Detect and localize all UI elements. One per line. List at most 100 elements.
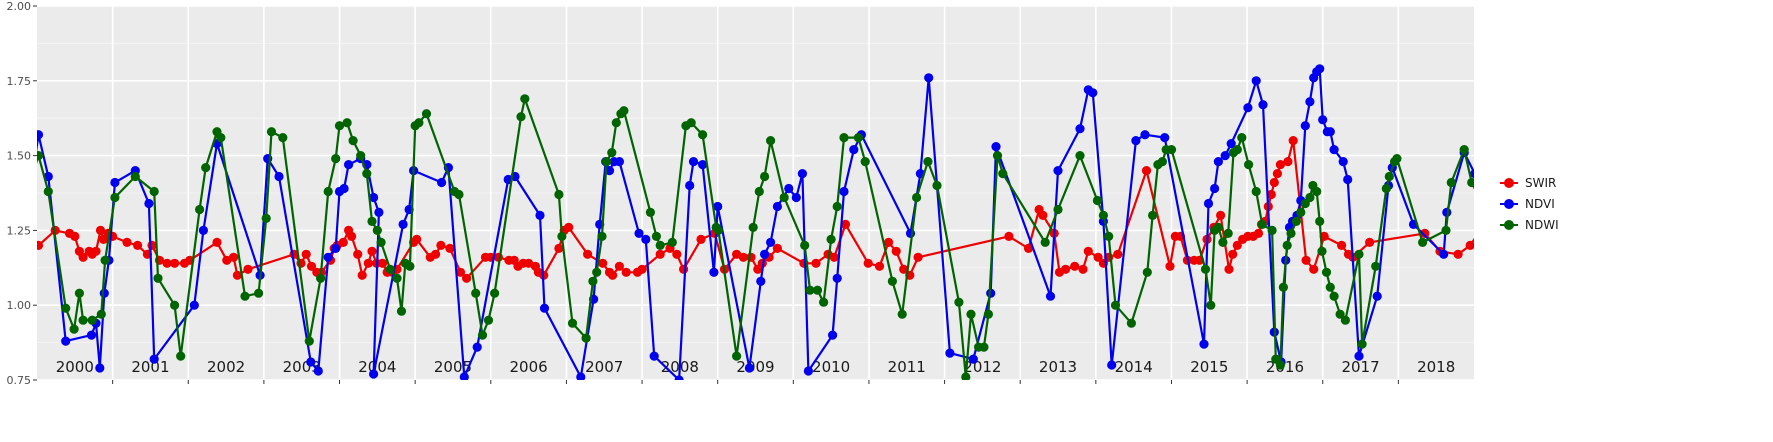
- data-point-swir: [1228, 249, 1238, 259]
- legend-label: NDWI: [1525, 218, 1559, 232]
- data-point-ndwi: [713, 225, 724, 235]
- data-point-ndvi: [1305, 97, 1315, 107]
- data-point-ndwi: [554, 189, 564, 200]
- data-point-ndwi: [385, 264, 395, 274]
- data-point-ndvi: [144, 198, 154, 209]
- data-point-ndwi: [1340, 315, 1350, 325]
- data-point-ndwi: [1329, 291, 1339, 301]
- data-point-ndvi: [1354, 351, 1364, 361]
- data-point-ndwi: [1513, 214, 1522, 223]
- data-point-ndvi: [535, 210, 545, 220]
- data-point-ndwi: [1325, 282, 1335, 292]
- data-point-ndwi: [1244, 160, 1254, 170]
- data-point-ndwi: [1392, 154, 1402, 164]
- data-point-swir: [1465, 240, 1474, 250]
- data-point-ndwi: [87, 315, 97, 325]
- data-point-ndwi: [331, 154, 341, 164]
- data-point-ndwi: [557, 231, 567, 241]
- data-point-swir: [621, 267, 631, 277]
- data-point-ndvi: [369, 192, 379, 203]
- data-point-ndwi: [367, 216, 377, 226]
- data-point-swir: [1480, 220, 1489, 229]
- data-point-swir: [1288, 136, 1298, 146]
- data-point-swir: [1224, 264, 1234, 274]
- data-point-ndwi: [376, 237, 386, 247]
- data-point-swir: [583, 249, 593, 259]
- data-point-ndvi: [1045, 291, 1056, 301]
- data-point-ndwi: [1251, 186, 1261, 197]
- data-point-swir: [884, 237, 894, 247]
- data-point-ndwi: [421, 109, 432, 119]
- data-point-ndvi: [803, 366, 814, 376]
- legend-item-ndwi: NDWI: [1500, 218, 1559, 232]
- series-layer: [17, 64, 1524, 380]
- data-point-ndwi: [1487, 235, 1496, 244]
- year-label: 2002: [207, 358, 245, 376]
- data-point-ndwi: [1317, 246, 1327, 256]
- data-point-swir: [1272, 169, 1282, 179]
- data-point-ndwi: [966, 309, 976, 319]
- data-point-swir: [1510, 232, 1519, 241]
- data-point-ndvi: [797, 169, 808, 179]
- data-point-ndvi: [1088, 88, 1098, 98]
- data-point-swir: [122, 237, 132, 247]
- data-point-ndvi: [760, 249, 770, 259]
- data-point-ndwi: [1126, 318, 1136, 328]
- data-point-ndwi: [316, 273, 326, 283]
- data-point-ndvi: [17, 244, 26, 253]
- data-point-ndvi: [95, 363, 105, 373]
- data-point-ndvi: [1491, 289, 1500, 298]
- data-point-ndwi: [1467, 177, 1474, 188]
- data-point-ndvi: [1203, 198, 1214, 209]
- data-point-swir: [1275, 160, 1285, 170]
- data-point-ndwi: [334, 121, 345, 131]
- data-point-ndvi: [1470, 169, 1474, 179]
- data-point-ndvi: [1439, 249, 1449, 259]
- data-point-ndwi: [1142, 267, 1152, 277]
- data-point-ndwi: [261, 213, 271, 223]
- data-point-ndvi: [61, 336, 71, 346]
- data-point-ndwi: [588, 276, 598, 286]
- data-point-ndwi: [520, 94, 530, 104]
- data-point-ndwi: [754, 186, 764, 197]
- data-point-swir: [95, 225, 106, 235]
- data-point-swir: [738, 252, 749, 262]
- data-point-ndwi: [216, 133, 226, 143]
- data-point-ndwi: [923, 157, 933, 167]
- data-point-ndwi: [954, 297, 964, 307]
- y-tick-label: 2.00: [7, 0, 32, 13]
- data-point-ndvi: [849, 145, 859, 155]
- data-point-swir: [614, 261, 625, 271]
- data-point-ndvi: [1486, 187, 1495, 196]
- data-point-ndwi: [323, 186, 333, 197]
- data-point-ndvi: [649, 351, 659, 361]
- data-point-ndwi: [1092, 195, 1102, 206]
- grid-lines: [37, 5, 1474, 381]
- data-point-ndwi: [853, 133, 864, 143]
- data-point-swir: [1078, 264, 1088, 274]
- data-point-ndvi: [437, 177, 447, 188]
- data-point-ndvi: [756, 276, 766, 286]
- data-point-ndvi: [472, 342, 482, 352]
- data-point-swir: [1453, 249, 1463, 259]
- data-point-ndwi: [686, 118, 696, 128]
- data-point-swir: [37, 240, 44, 250]
- data-point-ndwi: [1206, 300, 1216, 310]
- data-point-swir: [746, 252, 756, 262]
- data-point-swir: [679, 264, 689, 274]
- data-point-ndwi: [932, 180, 942, 191]
- data-point-swir: [829, 252, 839, 262]
- data-point-ndwi: [1157, 157, 1167, 167]
- data-point-swir: [564, 222, 574, 232]
- data-point-ndwi: [1335, 309, 1345, 319]
- data-point-ndwi: [254, 288, 264, 298]
- data-point-swir: [133, 240, 143, 250]
- legend-item-swir: SWIR: [1500, 176, 1556, 190]
- data-point-ndwi: [1497, 340, 1506, 349]
- data-point-ndwi: [1166, 145, 1177, 155]
- data-point-swir: [78, 252, 88, 262]
- data-point-ndvi: [905, 228, 916, 238]
- data-point-ndwi: [195, 204, 205, 215]
- data-point-ndwi: [1515, 208, 1524, 217]
